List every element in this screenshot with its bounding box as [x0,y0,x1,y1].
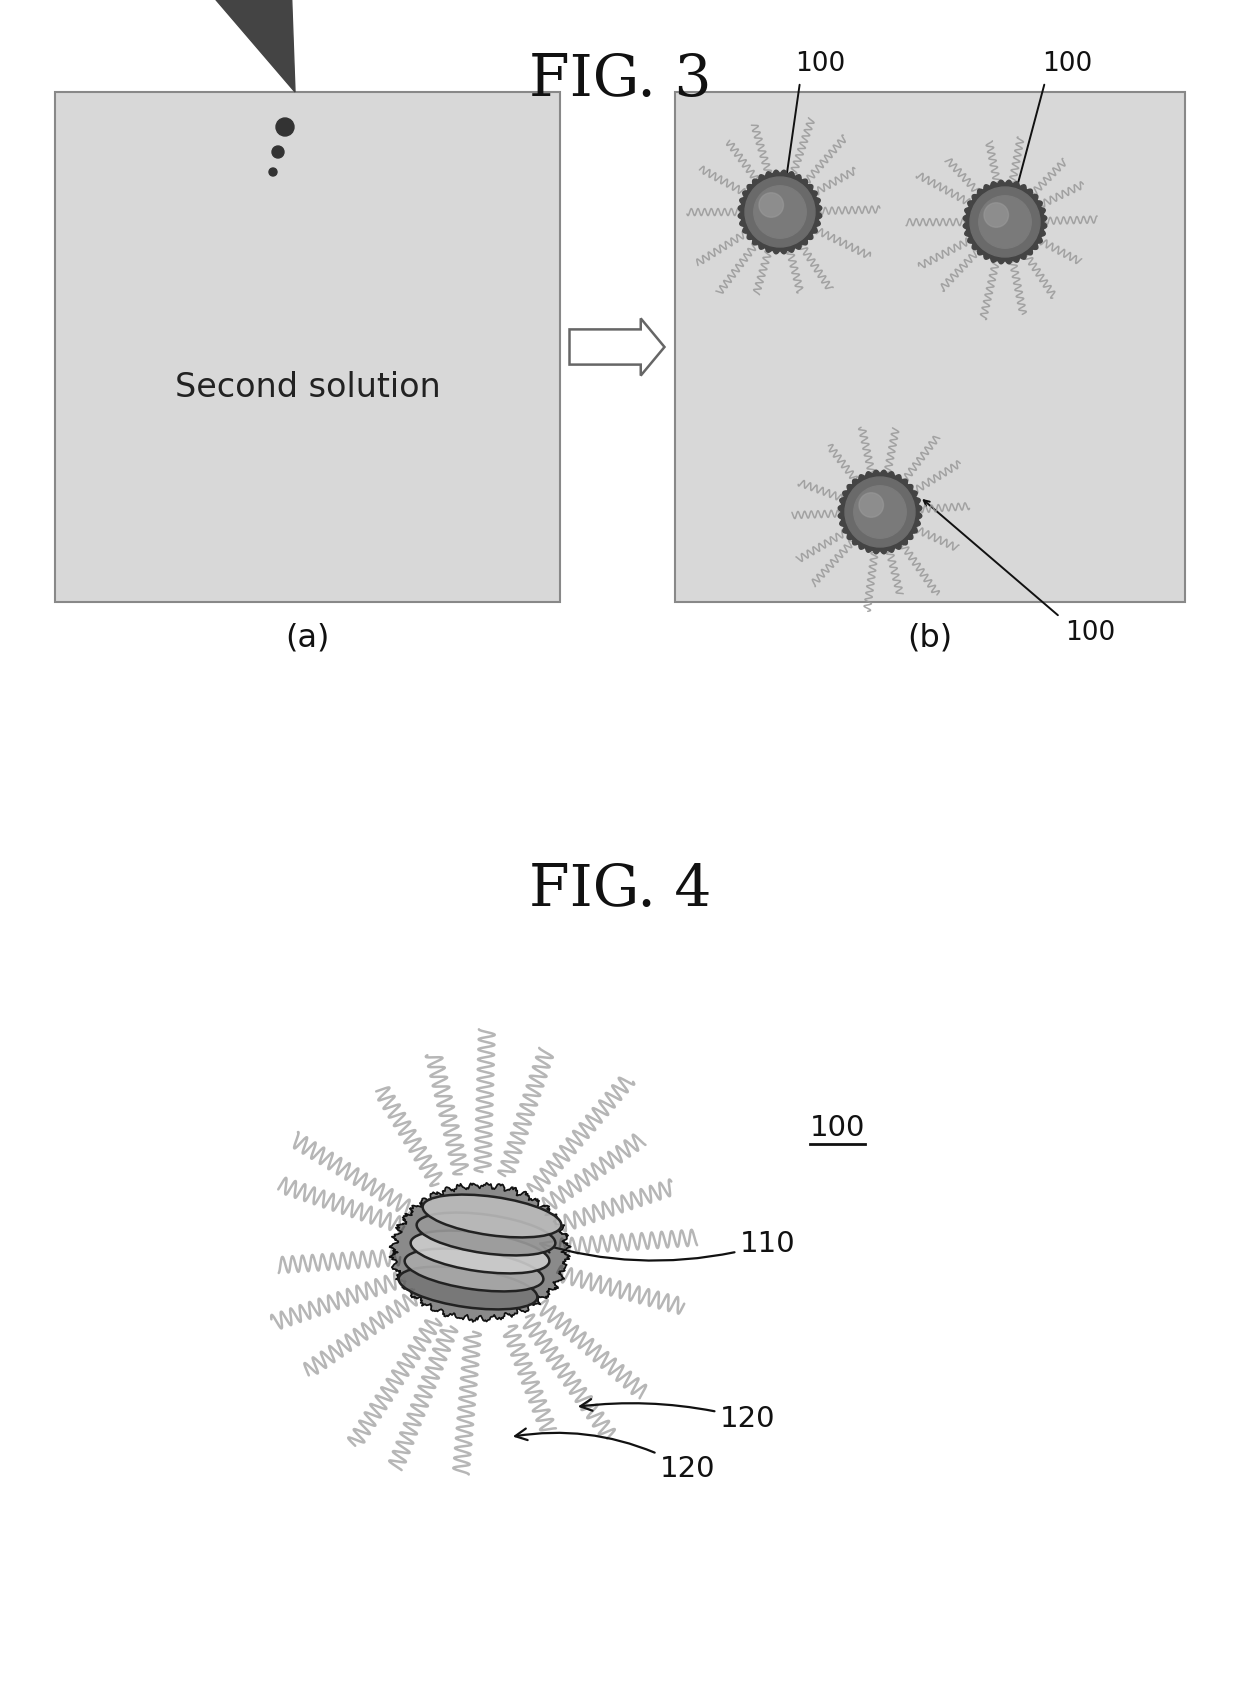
Ellipse shape [404,1248,543,1292]
Bar [55,93,560,602]
Circle shape [269,168,277,177]
Ellipse shape [423,1194,562,1238]
Circle shape [272,146,284,158]
Circle shape [859,493,883,518]
Text: (b): (b) [908,622,952,653]
Text: FIG. 3: FIG. 3 [528,52,712,108]
Text: 100: 100 [795,50,846,77]
Ellipse shape [417,1213,556,1255]
Text: FIG. 4: FIG. 4 [528,861,712,918]
Polygon shape [963,180,1047,264]
Circle shape [854,486,906,538]
Text: 100: 100 [810,1113,866,1142]
Text: 100: 100 [1042,50,1092,77]
Circle shape [754,185,806,239]
Text: Second solution: Second solution [175,370,440,404]
Text: 110: 110 [541,1230,796,1260]
Ellipse shape [398,1267,537,1309]
Polygon shape [175,0,295,93]
Circle shape [844,478,915,547]
Polygon shape [389,1182,570,1322]
Circle shape [985,204,1008,227]
Text: 120: 120 [515,1428,715,1484]
Bar [675,93,1185,602]
Ellipse shape [410,1231,549,1273]
Circle shape [277,118,294,136]
Text: (a): (a) [285,622,330,653]
Polygon shape [738,170,822,254]
Text: 120: 120 [580,1399,775,1433]
Circle shape [978,195,1032,249]
Circle shape [970,187,1040,257]
Polygon shape [838,471,921,553]
Polygon shape [569,318,665,375]
Circle shape [745,177,815,247]
Circle shape [759,193,784,217]
Text: 100: 100 [1065,621,1115,646]
